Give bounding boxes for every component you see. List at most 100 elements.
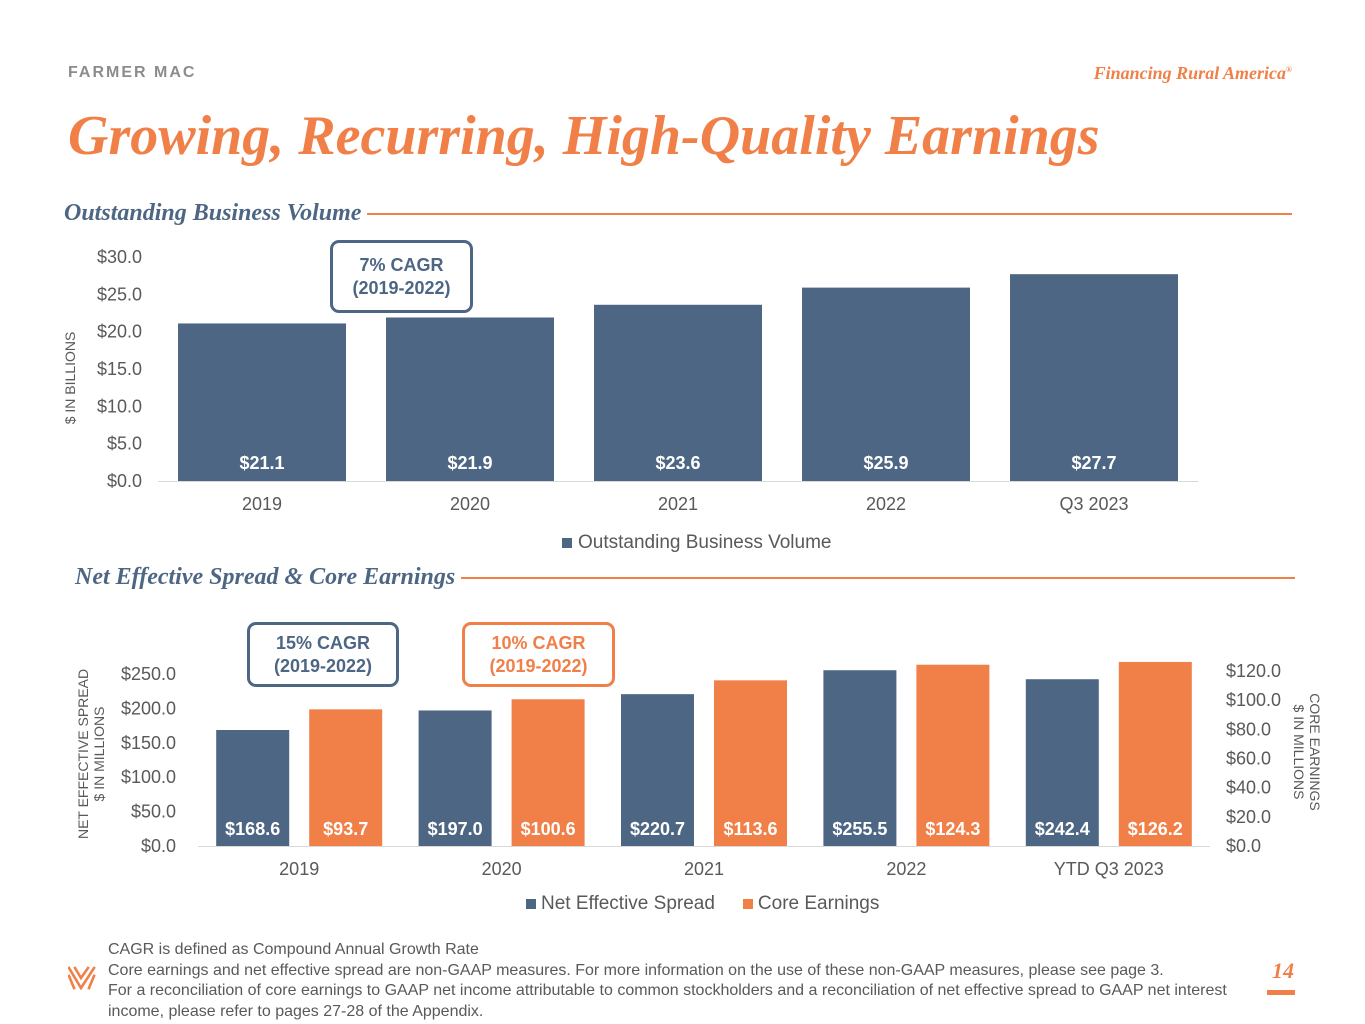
- y-left-tick-label: $200.0: [121, 698, 176, 718]
- earnings-bar: [511, 699, 585, 846]
- footnote: CAGR is defined as Compound Annual Growt…: [108, 941, 479, 958]
- volume-bar: [802, 287, 970, 481]
- earnings-bar: [916, 664, 990, 846]
- x-tick-label: 2019: [279, 859, 319, 879]
- earnings-value-label: $126.2: [1128, 819, 1183, 839]
- y-right-tick-label: $20.0: [1226, 807, 1271, 827]
- y-tick-label: $25.0: [97, 284, 142, 304]
- y-right-tick-label: $80.0: [1226, 719, 1271, 739]
- y-axis-label: $ IN BILLIONS: [62, 332, 78, 425]
- spread-bar: [621, 694, 694, 846]
- page-number-bar: [1267, 990, 1295, 995]
- volume-section-heading: Outstanding Business Volume: [64, 200, 1292, 227]
- legend-label: Net Effective Spread: [541, 893, 715, 914]
- callout-line1: 7% CAGR: [359, 254, 444, 275]
- bar-value-label: $25.9: [863, 453, 908, 473]
- legend-label: Core Earnings: [757, 893, 880, 914]
- legend-item-spread: Net Effective Spread: [526, 893, 715, 915]
- x-tick-label: 2019: [242, 494, 282, 514]
- y-left-tick-label: $100.0: [121, 767, 176, 787]
- spread-bar: [1025, 679, 1099, 846]
- x-tick-label: YTD Q3 2023: [1054, 859, 1164, 879]
- footnote: Core earnings and net effective spread a…: [108, 961, 1164, 979]
- bar-value-label: $23.6: [655, 453, 700, 473]
- heading-rule: [367, 212, 1292, 215]
- legend-swatch: [562, 538, 572, 548]
- spread-bar: [216, 730, 290, 846]
- earnings-value-label: $124.3: [925, 819, 980, 839]
- heading-rule: [461, 576, 1295, 579]
- footnotes: CAGR is defined as Compound Annual Growt…: [108, 940, 1258, 1022]
- x-tick-label: 2022: [866, 494, 906, 514]
- spread-section-heading: Net Effective Spread & Core Earnings: [75, 564, 1295, 591]
- bar-value-label: $21.1: [239, 453, 284, 473]
- callout-line2: (2019-2022): [352, 277, 451, 298]
- y-left-tick-label: $150.0: [121, 733, 176, 753]
- y-left-tick-label: $0.0: [141, 836, 176, 856]
- y-right-tick-label: $60.0: [1226, 749, 1271, 769]
- registered-mark: ®: [1286, 65, 1292, 74]
- x-tick-label: 2021: [658, 494, 698, 514]
- spread-value-label: $220.7: [630, 819, 685, 839]
- spread-legend: Net Effective Spread Core Earnings: [526, 893, 903, 915]
- spread-value-label: $242.4: [1035, 819, 1090, 839]
- legend-label: Outstanding Business Volume: [578, 532, 832, 553]
- earnings-bar: [714, 680, 787, 846]
- y-right-axis-label: $ IN MILLIONS: [1291, 705, 1307, 800]
- y-left-tick-label: $250.0: [121, 664, 176, 684]
- legend-swatch: [742, 899, 753, 909]
- farmer-mac-logo-icon: [68, 966, 96, 990]
- x-tick-label: 2022: [886, 859, 926, 879]
- x-tick-label: 2021: [684, 859, 724, 879]
- callout-line1: 15% CAGR: [275, 632, 371, 653]
- y-right-tick-label: $0.0: [1226, 836, 1261, 856]
- volume-cagr-callout: 7% CAGR (2019-2022): [330, 240, 473, 313]
- earnings-value-label: $100.6: [521, 819, 576, 839]
- earnings-value-label: $93.7: [323, 819, 368, 839]
- spread-value-label: $197.0: [428, 819, 483, 839]
- callout-line2: (2019-2022): [489, 655, 588, 676]
- spread-value-label: $168.6: [225, 819, 280, 839]
- x-tick-label: 2020: [482, 859, 522, 879]
- volume-heading-text: Outstanding Business Volume: [64, 200, 362, 226]
- y-right-tick-label: $120.0: [1226, 661, 1281, 681]
- x-tick-label: 2020: [450, 494, 490, 514]
- volume-bar: [1010, 274, 1178, 481]
- spread-value-label: $255.5: [832, 819, 887, 839]
- y-tick-label: $10.0: [97, 396, 142, 416]
- y-right-tick-label: $40.0: [1226, 778, 1271, 798]
- earnings-bar: [1118, 661, 1192, 846]
- earnings-bar: [309, 709, 383, 846]
- volume-bar: [178, 323, 346, 481]
- y-tick-label: $30.0: [97, 247, 142, 267]
- callout-line1: 10% CAGR: [491, 632, 586, 653]
- page-title: Growing, Recurring, High-Quality Earning…: [68, 105, 1100, 167]
- footnote: For a reconciliation of core earnings to…: [108, 982, 1227, 1020]
- y-right-tick-label: $100.0: [1226, 690, 1281, 710]
- spread-bar: [823, 670, 897, 846]
- legend-item-earnings: Core Earnings: [742, 893, 880, 915]
- y-tick-label: $5.0: [107, 434, 142, 454]
- legend-swatch: [526, 899, 536, 909]
- brand-name: FARMER MAC: [68, 64, 197, 81]
- earnings-value-label: $113.6: [723, 819, 777, 839]
- earnings-cagr-callout: 10% CAGR (2019-2022): [462, 622, 615, 687]
- bar-value-label: $21.9: [447, 453, 492, 473]
- spread-cagr-callout: 15% CAGR (2019-2022): [247, 622, 399, 687]
- volume-legend: Outstanding Business Volume: [562, 532, 832, 554]
- y-tick-label: $0.0: [107, 471, 142, 491]
- y-left-axis-label: $ IN MILLIONS: [91, 707, 107, 802]
- y-right-axis-label: CORE EARNINGS: [1307, 693, 1323, 810]
- bar-value-label: $27.7: [1071, 453, 1116, 473]
- spread-bar: [418, 710, 492, 846]
- spread-heading-text: Net Effective Spread & Core Earnings: [75, 564, 456, 590]
- y-left-tick-label: $50.0: [131, 802, 176, 822]
- volume-bar: [386, 317, 554, 481]
- y-tick-label: $20.0: [97, 322, 142, 342]
- y-tick-label: $15.0: [97, 359, 142, 379]
- callout-line2: (2019-2022): [273, 655, 373, 676]
- y-left-axis-label: NET EFFECTIVE SPREAD: [75, 669, 91, 839]
- tagline: Financing Rural America®: [1093, 63, 1292, 83]
- x-tick-label: Q3 2023: [1059, 494, 1128, 514]
